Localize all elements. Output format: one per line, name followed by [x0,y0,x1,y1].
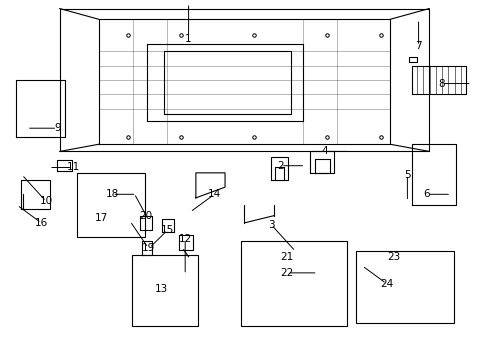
Text: 15: 15 [161,225,174,235]
Text: 22: 22 [280,268,293,278]
Text: 23: 23 [387,252,400,262]
Text: 7: 7 [414,41,421,51]
Text: 11: 11 [66,162,80,172]
Text: 6: 6 [423,189,429,199]
Text: 24: 24 [379,279,392,289]
Text: 18: 18 [105,189,119,199]
Text: 4: 4 [321,147,327,157]
Text: 13: 13 [155,284,168,294]
Text: 8: 8 [437,78,444,89]
Text: 12: 12 [178,234,191,244]
Text: 17: 17 [94,212,107,222]
Text: 1: 1 [185,34,191,44]
Text: 9: 9 [54,123,61,133]
Text: 14: 14 [207,189,221,199]
Text: 2: 2 [277,161,284,171]
Text: 21: 21 [280,252,293,262]
Text: 16: 16 [35,218,48,228]
Text: 20: 20 [140,211,153,221]
Text: 3: 3 [267,220,274,230]
Text: 5: 5 [403,170,410,180]
Text: 10: 10 [40,197,53,206]
Text: 19: 19 [142,243,155,253]
